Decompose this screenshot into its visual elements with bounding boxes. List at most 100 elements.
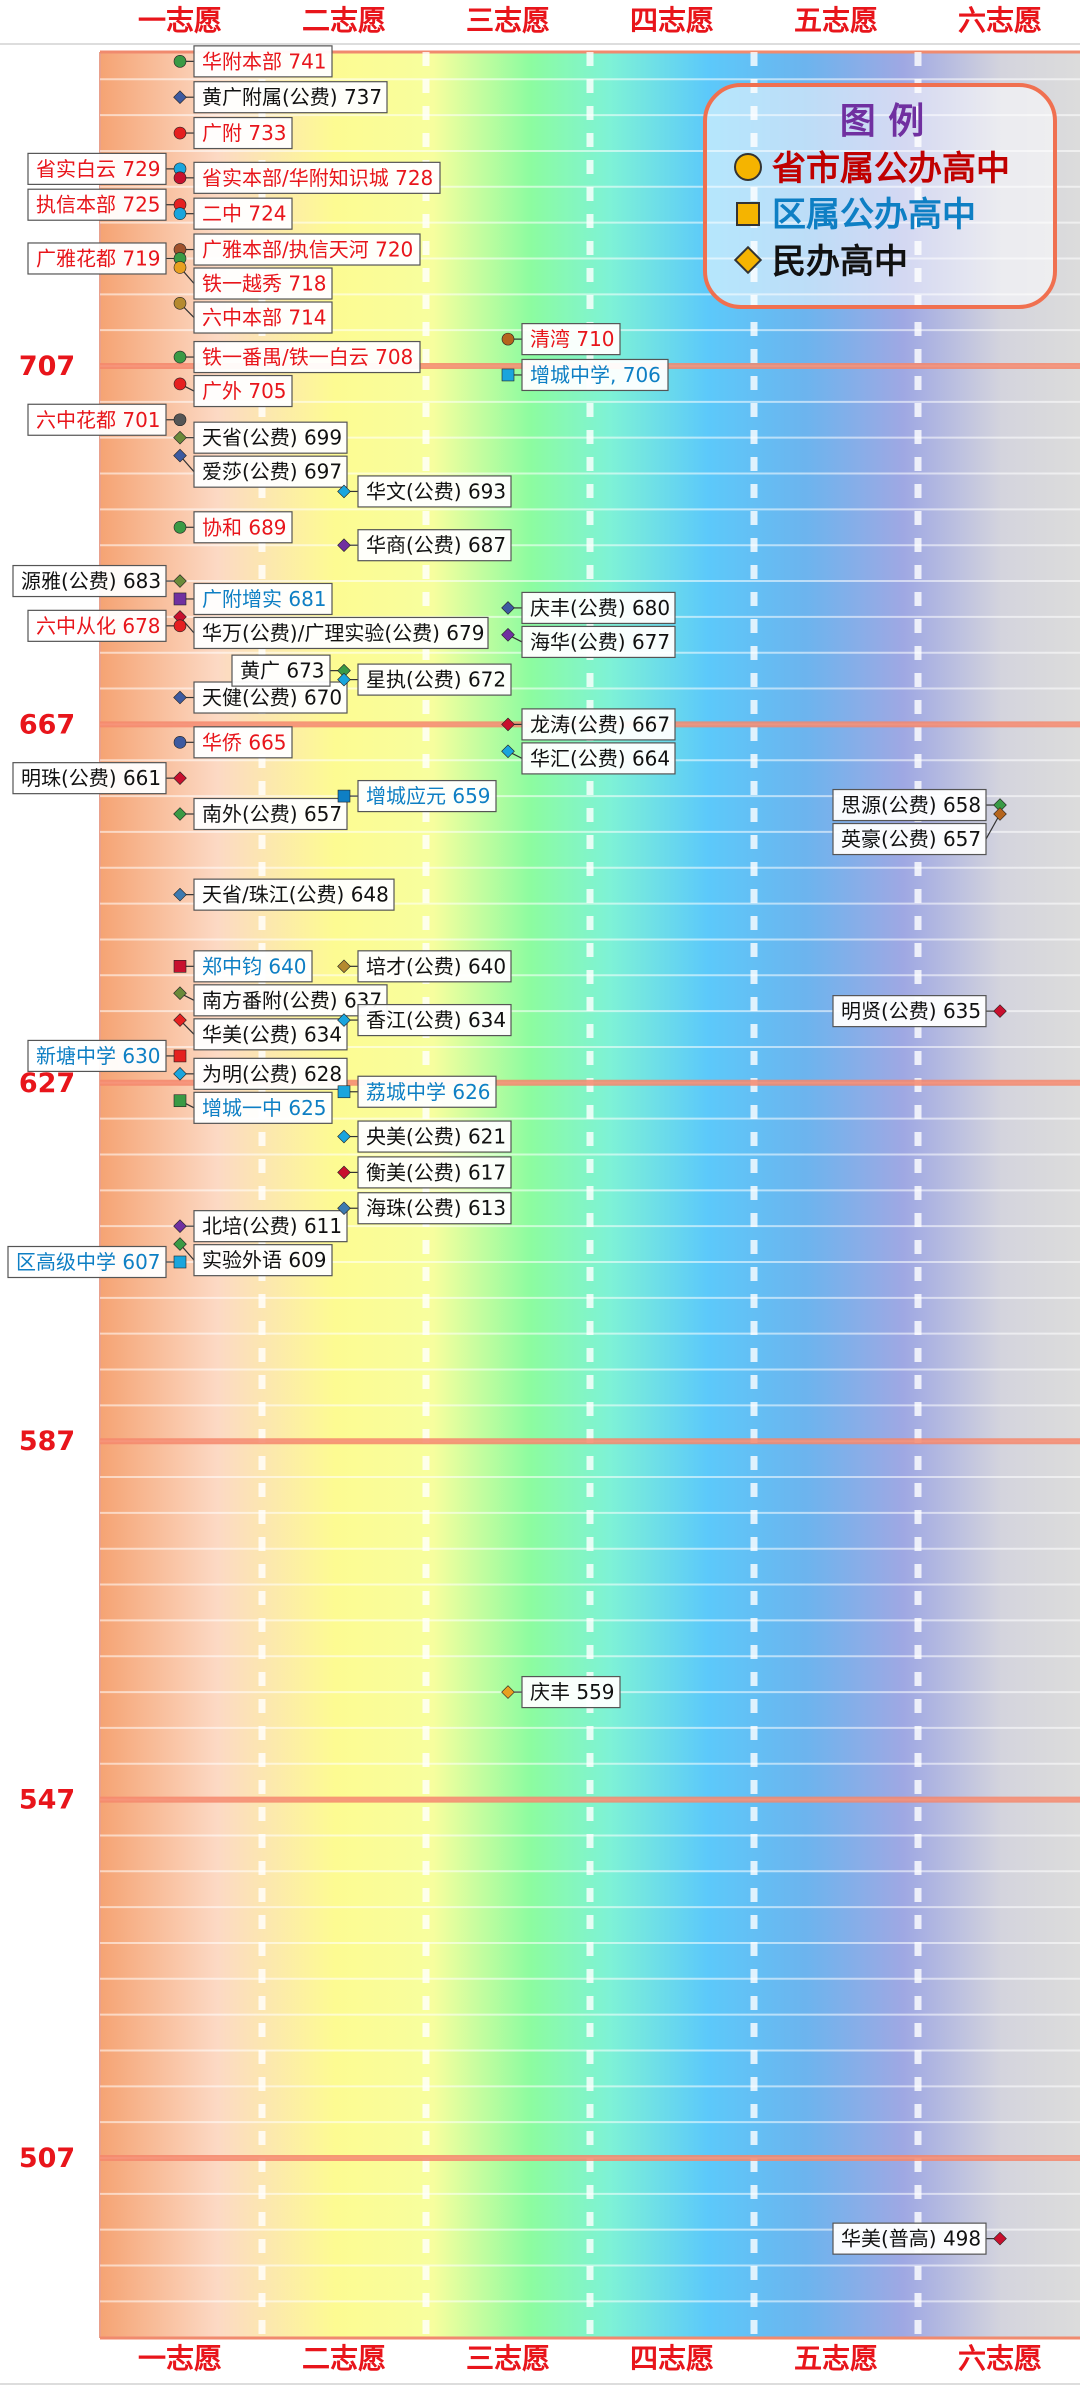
school-marker-diamond	[993, 1004, 1007, 1018]
school-label: 龙涛(公费) 667	[530, 712, 670, 736]
gold-diamond-icon	[733, 245, 763, 275]
school-label-box	[193, 81, 388, 114]
school-label-box	[357, 1003, 512, 1037]
school-label: 为明(公费) 628	[202, 1062, 342, 1086]
school-point: 实验外语 609	[173, 1237, 333, 1277]
school-label-box	[521, 742, 676, 775]
school-label-box	[193, 116, 293, 150]
legend-label-municipal: 省市属公办高中	[772, 149, 1010, 189]
school-marker-square	[337, 789, 351, 803]
school-label: 清湾 710	[530, 327, 615, 351]
school-label-box	[832, 822, 987, 856]
school-point: 央美(公费) 621	[337, 1120, 512, 1153]
school-point: 增城应元 659	[337, 779, 497, 813]
school-label: 黄广附属(公费) 737	[202, 85, 382, 109]
school-label-box	[7, 1245, 167, 1279]
school-label: 天省(公费) 699	[202, 426, 342, 450]
school-point: 天省/珠江(公费) 648	[173, 878, 395, 911]
school-label: 央美(公费) 621	[366, 1125, 506, 1149]
school-label-box	[193, 197, 293, 230]
legend-item-municipal: 省市属公办高中	[734, 149, 1010, 189]
school-label: 广外 705	[202, 379, 287, 403]
school-label-box	[193, 1210, 348, 1243]
column-labels-bottom: 一志愿 二志愿 三志愿 四志愿 五志愿 六志愿	[138, 2342, 1042, 2375]
school-label: 华汇(公费) 664	[530, 746, 670, 770]
school-marker-square	[501, 368, 515, 382]
school-point: 海珠(公费) 613	[337, 1192, 512, 1225]
school-label: 海珠(公费) 613	[366, 1196, 506, 1220]
school-label: 增城一中 625	[202, 1096, 327, 1120]
school-label: 天省/珠江(公费) 648	[202, 883, 389, 907]
school-label: 南外(公费) 657	[202, 802, 342, 826]
school-label-box	[193, 726, 293, 759]
school-label: 广雅本部/执信天河 720	[202, 238, 413, 262]
school-label-box	[521, 323, 621, 356]
school-marker-diamond	[173, 690, 187, 705]
school-label-box	[27, 152, 167, 185]
y-tick-label: 587	[19, 1426, 75, 1457]
school-label: 铁一越秀 718	[202, 272, 327, 296]
school-point: 广附 733	[173, 116, 293, 150]
school-marker-diamond	[501, 628, 515, 642]
school-label: 广附 733	[202, 121, 287, 145]
school-point: 星执(公费) 672	[337, 663, 512, 696]
column-label-top-6: 六志愿	[958, 4, 1042, 37]
school-marker-diamond	[173, 90, 187, 104]
school-point: 华汇(公费) 664	[501, 742, 676, 775]
school-point: 广附增实 681	[173, 582, 333, 616]
school-marker-diamond	[501, 717, 515, 732]
school-label-box	[357, 1192, 512, 1225]
school-marker-diamond	[337, 1013, 351, 1027]
school-label: 铁一番禺/铁一白云 708	[202, 345, 413, 369]
school-label: 天健(公费) 670	[202, 686, 342, 710]
school-label-box	[193, 340, 421, 374]
school-marker-square	[173, 1094, 187, 1108]
school-point: 南方番附(公费) 637	[173, 984, 388, 1017]
school-label: 华侨 665	[202, 730, 287, 754]
school-point: 香江(公费) 634	[337, 1003, 512, 1037]
school-point: 华美(公费) 634	[173, 1013, 348, 1051]
school-marker-circle	[501, 332, 515, 346]
school-marker-diamond	[993, 2231, 1007, 2246]
school-point: 铁一越秀 718	[173, 261, 333, 300]
school-marker-circle	[173, 126, 187, 140]
school-point: 六中本部 714	[173, 296, 333, 334]
legend-box	[703, 83, 1057, 309]
school-label: 荔城中学 626	[366, 1080, 491, 1104]
school-label: 明贤(公费) 635	[841, 999, 981, 1023]
y-tick-label: 507	[19, 2143, 75, 2174]
gold-circle-icon	[734, 153, 762, 181]
school-marker-square	[173, 1049, 187, 1063]
school-point: 明贤(公费) 635	[832, 995, 1007, 1028]
school-marker-diamond	[501, 601, 515, 615]
school-point: 英豪(公费) 657	[832, 807, 1007, 856]
school-point: 龙涛(公费) 667	[501, 708, 676, 741]
school-point: 六中从化 678	[27, 609, 187, 642]
school-label: 郑中钧 640	[202, 954, 307, 978]
column-label-bottom-5: 五志愿	[794, 2342, 878, 2375]
column-label-top-1: 一志愿	[138, 4, 222, 37]
school-label: 广雅花都 719	[36, 246, 161, 270]
school-point: 广外 705	[173, 374, 293, 408]
school-point: 增城中学, 706	[501, 358, 669, 392]
school-marker-diamond	[173, 887, 187, 902]
school-label-box	[832, 995, 987, 1028]
school-marker-circle	[173, 619, 187, 633]
school-point: 广雅本部/执信天河 720	[173, 233, 421, 266]
school-point: 华商(公费) 687	[337, 529, 512, 562]
school-point: 明珠(公费) 661	[12, 762, 187, 795]
school-point: 海华(公费) 677	[501, 625, 676, 659]
gold-square-icon	[736, 202, 760, 226]
school-label-box	[193, 1057, 348, 1090]
school-label-box	[193, 681, 348, 714]
school-marker-diamond	[173, 986, 187, 1000]
school-point: 华文(公费) 693	[337, 475, 512, 508]
school-marker-circle	[173, 736, 187, 749]
school-label-box	[193, 616, 489, 650]
school-point: 南外(公费) 657	[173, 797, 348, 831]
legend-item-district: 区属公办高中	[736, 195, 976, 235]
column-labels-top: 一志愿 二志愿 三志愿 四志愿 五志愿 六志愿	[138, 4, 1042, 37]
school-label: 爱莎(公费) 697	[202, 460, 342, 484]
school-label-box	[521, 625, 676, 659]
school-marker-diamond	[337, 1201, 351, 1216]
